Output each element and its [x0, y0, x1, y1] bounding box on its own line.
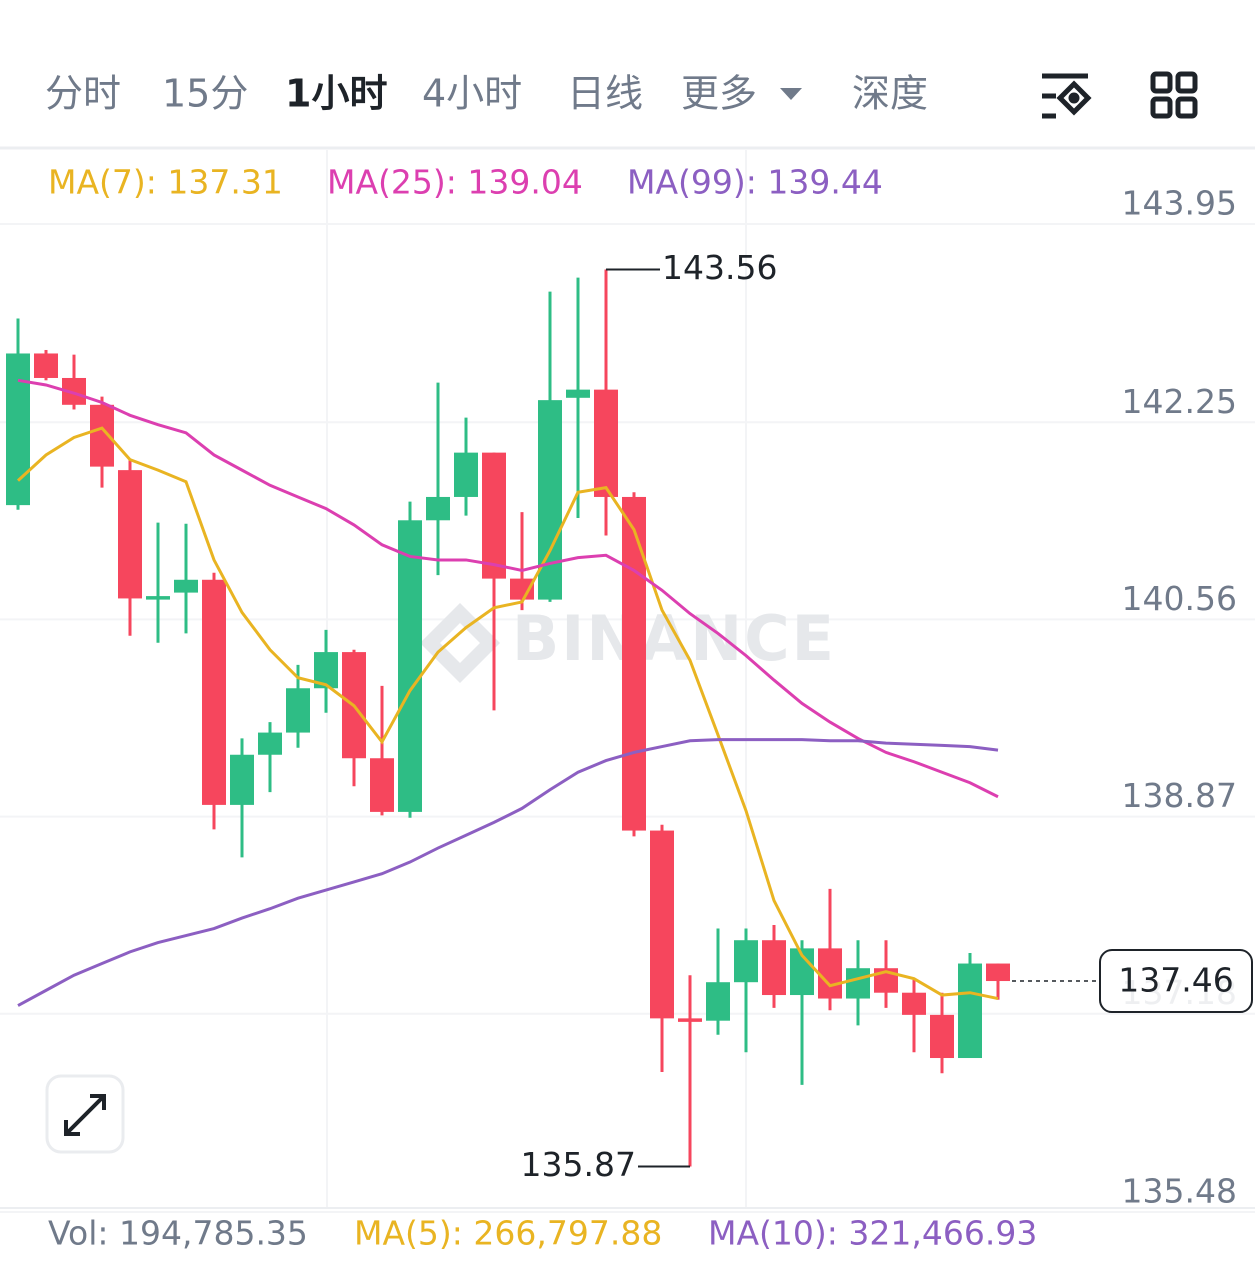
ma-line	[17, 378, 999, 799]
candle-body	[258, 732, 282, 755]
last-price-label: 137.46	[1118, 961, 1233, 1000]
candle-body	[762, 940, 786, 996]
y-tick-label: 135.48	[1122, 1172, 1237, 1211]
y-tick-label: 140.56	[1122, 579, 1237, 618]
last-price-box	[1099, 949, 1253, 1014]
candle-body	[650, 830, 674, 1019]
plot: BINANCE	[0, 223, 1255, 1213]
candle-body	[398, 520, 422, 812]
candle-body	[174, 579, 198, 593]
watermark-logo	[420, 603, 500, 683]
candle-body	[230, 754, 254, 805]
tab[interactable]: 4小时	[422, 72, 522, 116]
candle-body	[146, 596, 170, 600]
low-label: 135.87	[521, 1145, 636, 1184]
tab[interactable]: 日线	[567, 72, 643, 116]
candle-body	[202, 579, 226, 805]
legend-entry: MA(25): 139.04	[327, 163, 583, 202]
candle-body	[426, 496, 450, 521]
candle-body	[510, 578, 534, 600]
y-tick-label: 142.25	[1122, 382, 1237, 421]
candle-body	[930, 1014, 954, 1059]
candle-body	[734, 940, 758, 983]
dropdown-arrow[interactable]	[780, 88, 802, 100]
candle-body	[622, 496, 646, 831]
candle-body	[538, 400, 562, 600]
high-label: 143.56	[662, 248, 777, 287]
volume-legend: Vol: 194,785.35	[48, 1214, 308, 1253]
layout-icon[interactable]	[1150, 71, 1198, 119]
candle-body	[902, 992, 926, 1015]
watermark: BINANCE	[512, 602, 836, 675]
candle-body	[454, 452, 478, 497]
legend-entry: MA(99): 139.44	[627, 163, 883, 202]
candle-body	[370, 758, 394, 812]
candle-body	[286, 688, 310, 733]
chart-settings-icon[interactable]	[1042, 73, 1092, 119]
candle-body	[678, 1018, 702, 1022]
tab[interactable]: 更多	[681, 72, 757, 116]
volume-legend: MA(10): 321,466.93	[708, 1214, 1037, 1253]
expand-button[interactable]	[45, 1074, 125, 1154]
tab[interactable]: 分时	[45, 72, 121, 116]
tab[interactable]: 15分	[162, 72, 248, 116]
tab[interactable]: 深度	[852, 72, 928, 116]
candle-body	[594, 389, 618, 497]
candle-body	[34, 353, 58, 378]
candle-body	[118, 470, 142, 599]
candle-body	[818, 948, 842, 999]
tab[interactable]: 1小时	[285, 72, 387, 116]
ma-line	[16, 426, 999, 1001]
ma-line	[17, 738, 999, 1007]
y-tick-label: 138.87	[1122, 776, 1237, 815]
legend-entry: MA(7): 137.31	[48, 163, 283, 202]
candle-body	[986, 963, 1010, 982]
candle-body	[6, 353, 30, 506]
candle-body	[706, 982, 730, 1021]
candle-body	[958, 963, 982, 1059]
candle-body	[482, 452, 506, 579]
candle-body	[566, 389, 590, 398]
candle-body	[846, 968, 870, 999]
volume-legend: MA(5): 266,797.88	[354, 1214, 662, 1253]
y-tick-label: 143.95	[1122, 184, 1237, 223]
